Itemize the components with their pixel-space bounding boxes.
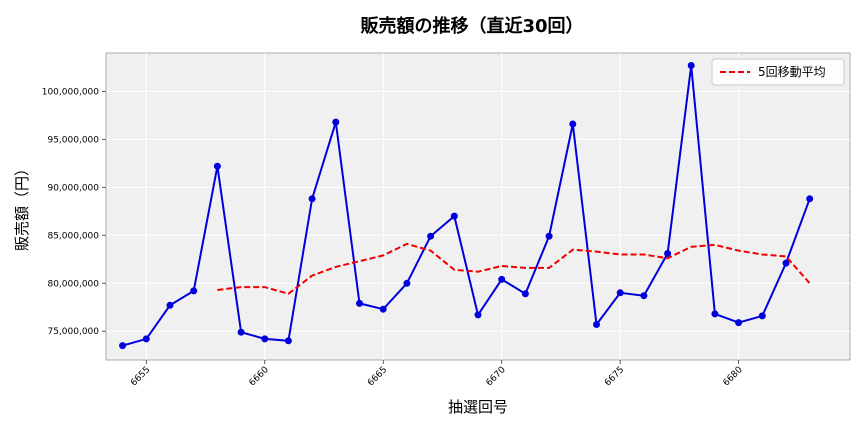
sales-point: [332, 118, 340, 126]
plot-area: [105, 52, 851, 361]
y-tick-label: 75,000,000: [47, 327, 99, 337]
sales-point: [569, 120, 577, 128]
moving-average-line: [217, 242, 811, 295]
sales-point: [213, 162, 221, 170]
sales-point: [735, 319, 743, 327]
x-tick-label: 6675: [603, 365, 626, 388]
legend: 5回移動平均: [711, 58, 845, 86]
legend-label-moving-average: 5回移動平均: [758, 65, 826, 79]
x-axis-label: 抽選回号: [448, 398, 508, 416]
sales-point: [687, 62, 695, 69]
sales-point: [545, 232, 553, 240]
sales-point: [284, 337, 292, 345]
sales-point: [616, 289, 624, 297]
y-axis-label: 販売額（円）: [13, 161, 31, 251]
x-tick-label: 6660: [248, 365, 271, 388]
y-tick-label: 100,000,000: [42, 87, 100, 97]
sales-point: [664, 250, 672, 257]
grid: [106, 53, 850, 360]
sales-point: [474, 311, 482, 319]
sales-point: [308, 195, 316, 203]
sales-point: [593, 321, 600, 328]
sales-point: [190, 287, 198, 295]
sales-point: [450, 212, 458, 220]
y-tick-label: 80,000,000: [47, 279, 99, 289]
sales-point: [711, 310, 719, 318]
sales-point: [379, 305, 387, 313]
sales-point: [261, 335, 269, 343]
sales-point: [498, 275, 506, 283]
sales-point: [782, 259, 790, 267]
y-tick-label: 90,000,000: [47, 183, 99, 193]
sales-point: [166, 301, 174, 309]
sales-point: [403, 279, 411, 287]
chart-title: 販売額の推移（直近30回）: [360, 15, 583, 37]
sales-point: [237, 328, 245, 336]
y-tick-label: 95,000,000: [47, 135, 99, 145]
sales-point: [640, 292, 648, 300]
x-tick-label: 6655: [129, 365, 152, 388]
sales-point: [521, 290, 529, 298]
x-tick-label: 6665: [366, 365, 389, 388]
sales-point: [356, 299, 363, 307]
y-axis-ticks: 75,000,000 80,000,000 85,000,000 90,000,000…: [42, 87, 106, 337]
sales-point: [758, 312, 766, 320]
x-tick-label: 6670: [485, 365, 508, 388]
y-tick-label: 85,000,000: [47, 231, 99, 241]
x-axis-ticks: 6655 6660 6665 6670 6675 6680: [129, 360, 745, 388]
sales-line: [122, 65, 811, 347]
x-tick-label: 6680: [721, 365, 744, 388]
legend-box: [711, 58, 845, 86]
sales-point: [427, 232, 435, 240]
sales-point: [142, 335, 150, 343]
sales-point: [119, 342, 127, 350]
sales-point: [806, 195, 814, 203]
series: [119, 62, 814, 350]
